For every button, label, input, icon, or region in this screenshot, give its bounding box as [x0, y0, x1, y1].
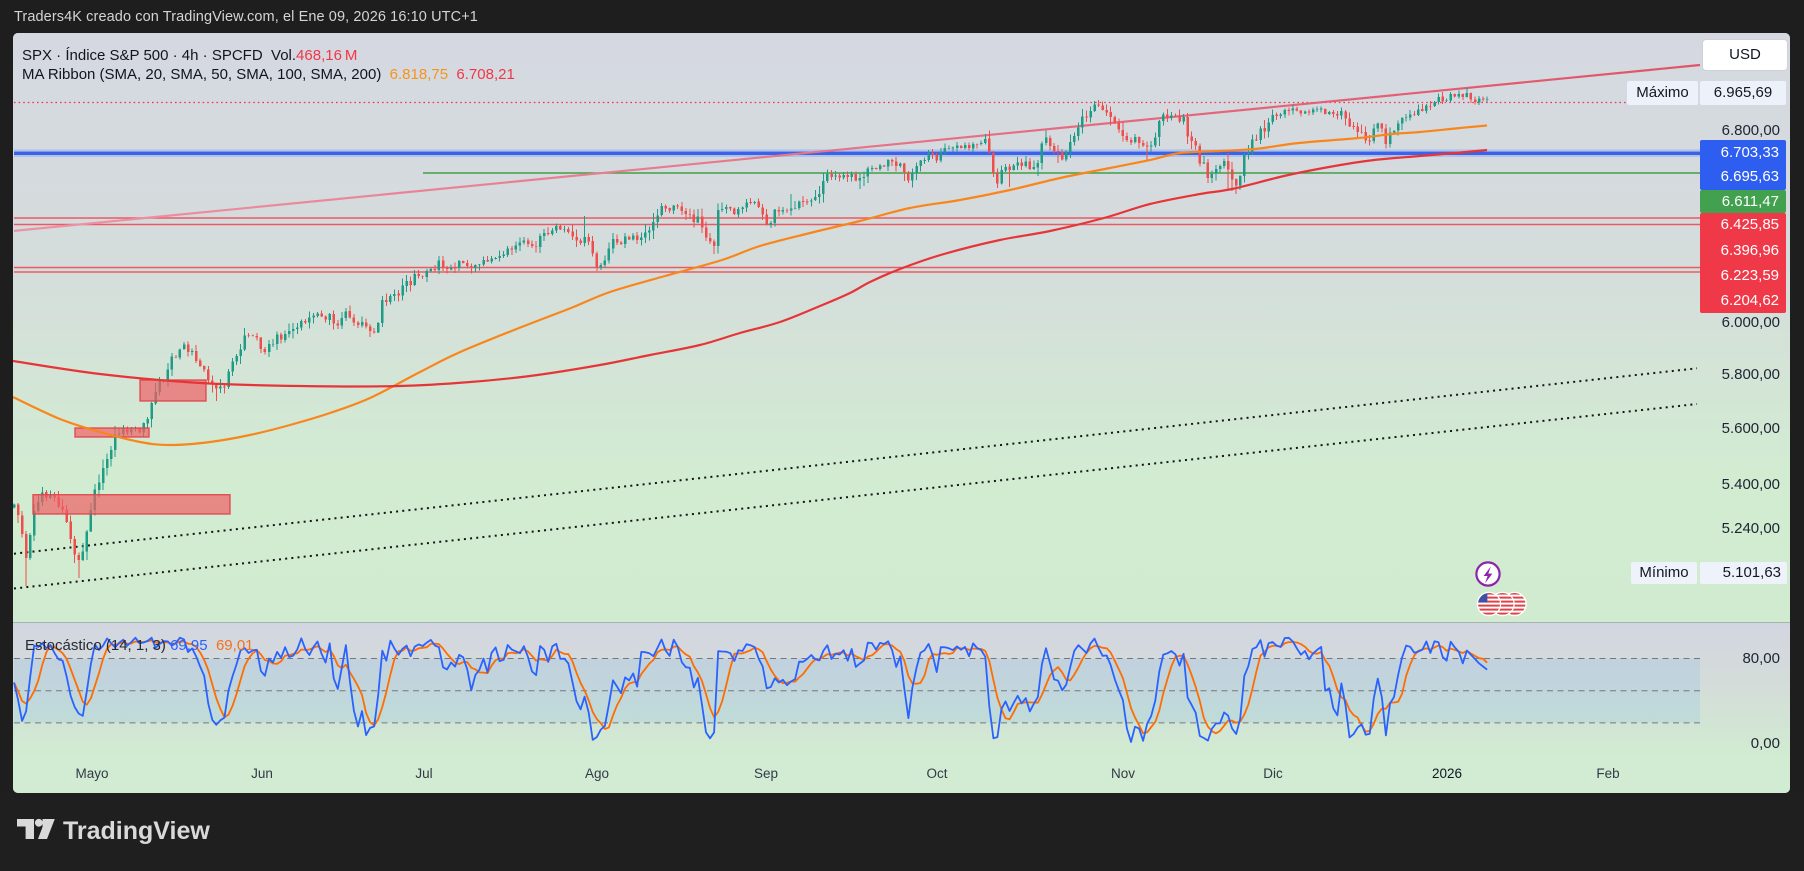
- svg-text:TradingView: TradingView: [63, 817, 210, 845]
